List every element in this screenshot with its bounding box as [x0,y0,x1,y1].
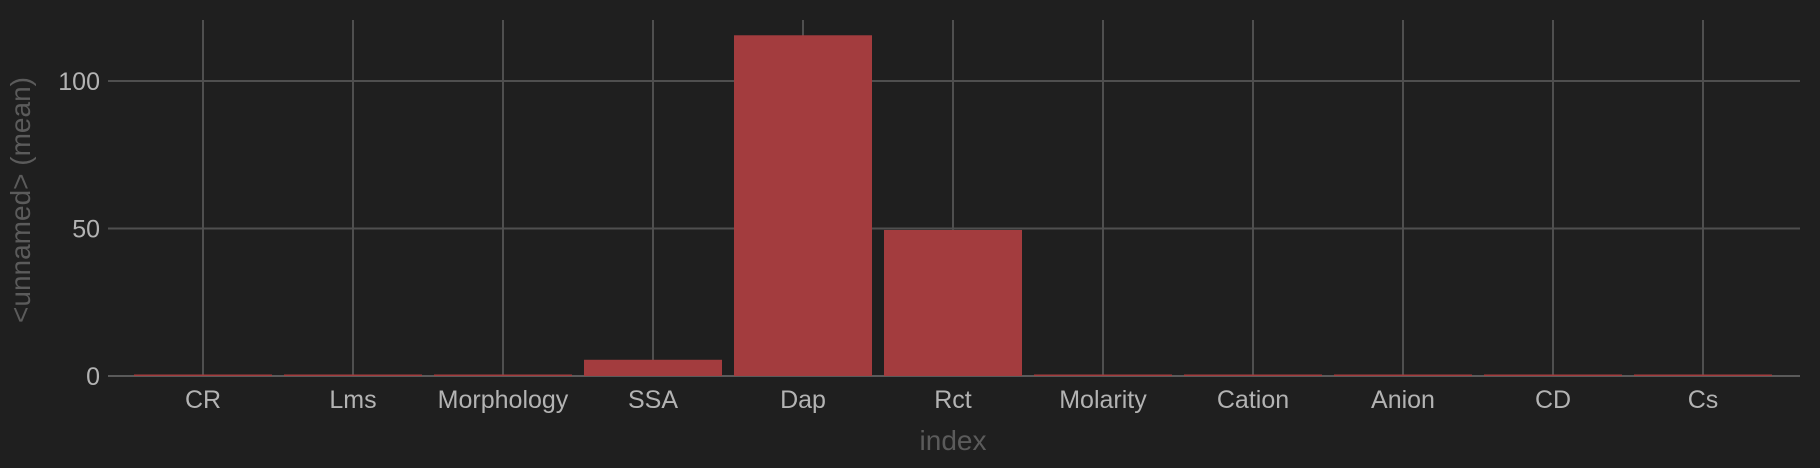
x-tick-label: Molarity [1059,386,1147,414]
y-tick-label: 50 [72,216,100,244]
bar-molarity [1034,374,1172,376]
y-tick-label: 0 [86,363,100,391]
x-tick-label: SSA [628,386,678,414]
x-tick-label: CR [185,386,221,414]
x-tick-label: Lms [329,386,376,414]
bar-ssa [584,359,722,376]
x-tick-labels: CR Lms Morphology SSA Dap Rct Molarity Cation An… [185,386,1718,414]
x-tick-label: Cation [1217,386,1289,414]
y-tick-labels: 0 50 100 [58,68,100,391]
x-tick-label: Cs [1688,386,1719,414]
bar-rct [884,229,1022,376]
x-tick-label: Anion [1371,386,1435,414]
x-tick-label: Rct [934,386,972,414]
y-axis-title: <unnamed> (mean) [5,77,36,323]
bar-lms [284,374,422,376]
bar-cs [1634,374,1772,376]
bar-dap [734,35,872,377]
x-tick-label: Morphology [438,386,569,414]
bar-cr [134,374,272,376]
x-tick-label: CD [1535,386,1571,414]
bar-anion [1334,374,1472,376]
x-tick-label: Dap [780,386,826,414]
bar-morphology [434,374,572,376]
x-axis-title: index [920,425,987,456]
bar-cd [1484,374,1622,376]
y-tick-label: 100 [58,68,100,96]
bars [134,35,1772,377]
bar-cation [1184,374,1322,376]
